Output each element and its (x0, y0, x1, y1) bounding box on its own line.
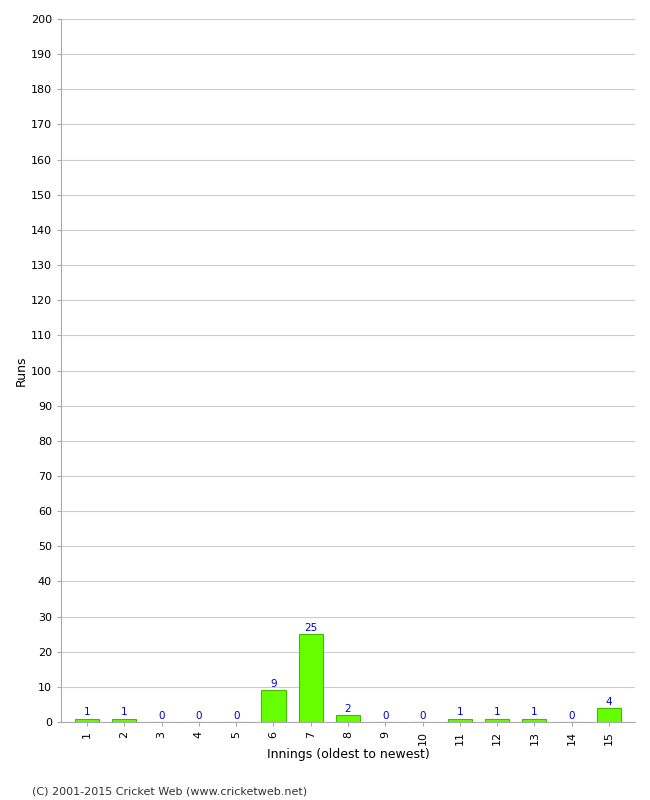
Bar (522, 718, 547, 722)
X-axis label: Innings (oldest to newest): Innings (oldest to newest) (266, 748, 430, 761)
Text: 0: 0 (382, 711, 389, 721)
Text: 1: 1 (121, 707, 127, 718)
Y-axis label: Runs: Runs (15, 355, 28, 386)
Text: 9: 9 (270, 679, 277, 690)
Bar (336, 715, 360, 722)
Text: 1: 1 (494, 707, 500, 718)
Bar (485, 718, 509, 722)
Text: 1: 1 (456, 707, 463, 718)
Bar (298, 634, 323, 722)
Text: (C) 2001-2015 Cricket Web (www.cricketweb.net): (C) 2001-2015 Cricket Web (www.cricketwe… (32, 786, 307, 796)
Text: 25: 25 (304, 623, 317, 633)
Text: 0: 0 (159, 711, 165, 721)
Text: 1: 1 (84, 707, 90, 718)
Text: 2: 2 (344, 704, 351, 714)
Bar (75, 718, 99, 722)
Text: 0: 0 (568, 711, 575, 721)
Text: 0: 0 (419, 711, 426, 721)
Bar (261, 690, 285, 722)
Bar (112, 718, 136, 722)
Bar (448, 718, 472, 722)
Text: 4: 4 (606, 697, 612, 707)
Bar (597, 708, 621, 722)
Text: 0: 0 (196, 711, 202, 721)
Text: 1: 1 (531, 707, 538, 718)
Text: 0: 0 (233, 711, 239, 721)
